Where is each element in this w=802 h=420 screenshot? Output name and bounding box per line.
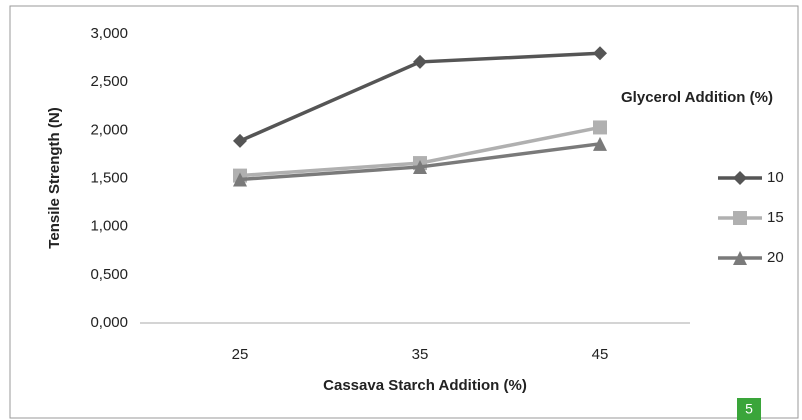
x-axis-title: Cassava Starch Addition (%) (323, 377, 527, 394)
y-tick-label: 3,000 (90, 25, 128, 42)
y-tick-label: 0,500 (90, 266, 128, 283)
y-tick-label: 1,500 (90, 169, 128, 186)
data-point (593, 120, 607, 135)
data-point (593, 136, 607, 151)
y-tick-label: 2,000 (90, 121, 128, 138)
legend-label: 10 (767, 169, 784, 186)
badge-box (737, 398, 761, 420)
x-tick-label: 35 (412, 346, 429, 363)
data-point (413, 159, 427, 174)
legend-marker (733, 211, 747, 225)
y-axis-title: Tensile Strength (N) (46, 107, 63, 248)
y-tick-label: 1,000 (90, 218, 128, 235)
data-point (413, 54, 427, 69)
x-tick-label: 45 (592, 346, 609, 363)
data-point (233, 172, 247, 187)
legend-marker (733, 171, 747, 185)
legend-title: Glycerol Addition (%) (621, 89, 773, 106)
data-point (593, 46, 607, 61)
x-tick-label: 25 (232, 346, 249, 363)
legend-label: 15 (767, 209, 784, 226)
data-point (233, 133, 247, 148)
legend-label: 20 (767, 249, 784, 266)
legend-marker (733, 251, 747, 265)
chart-frame (9, 5, 799, 419)
y-tick-label: 2,500 (90, 73, 128, 90)
y-tick-label: 0,000 (90, 314, 128, 331)
badge: 5 (745, 401, 753, 417)
